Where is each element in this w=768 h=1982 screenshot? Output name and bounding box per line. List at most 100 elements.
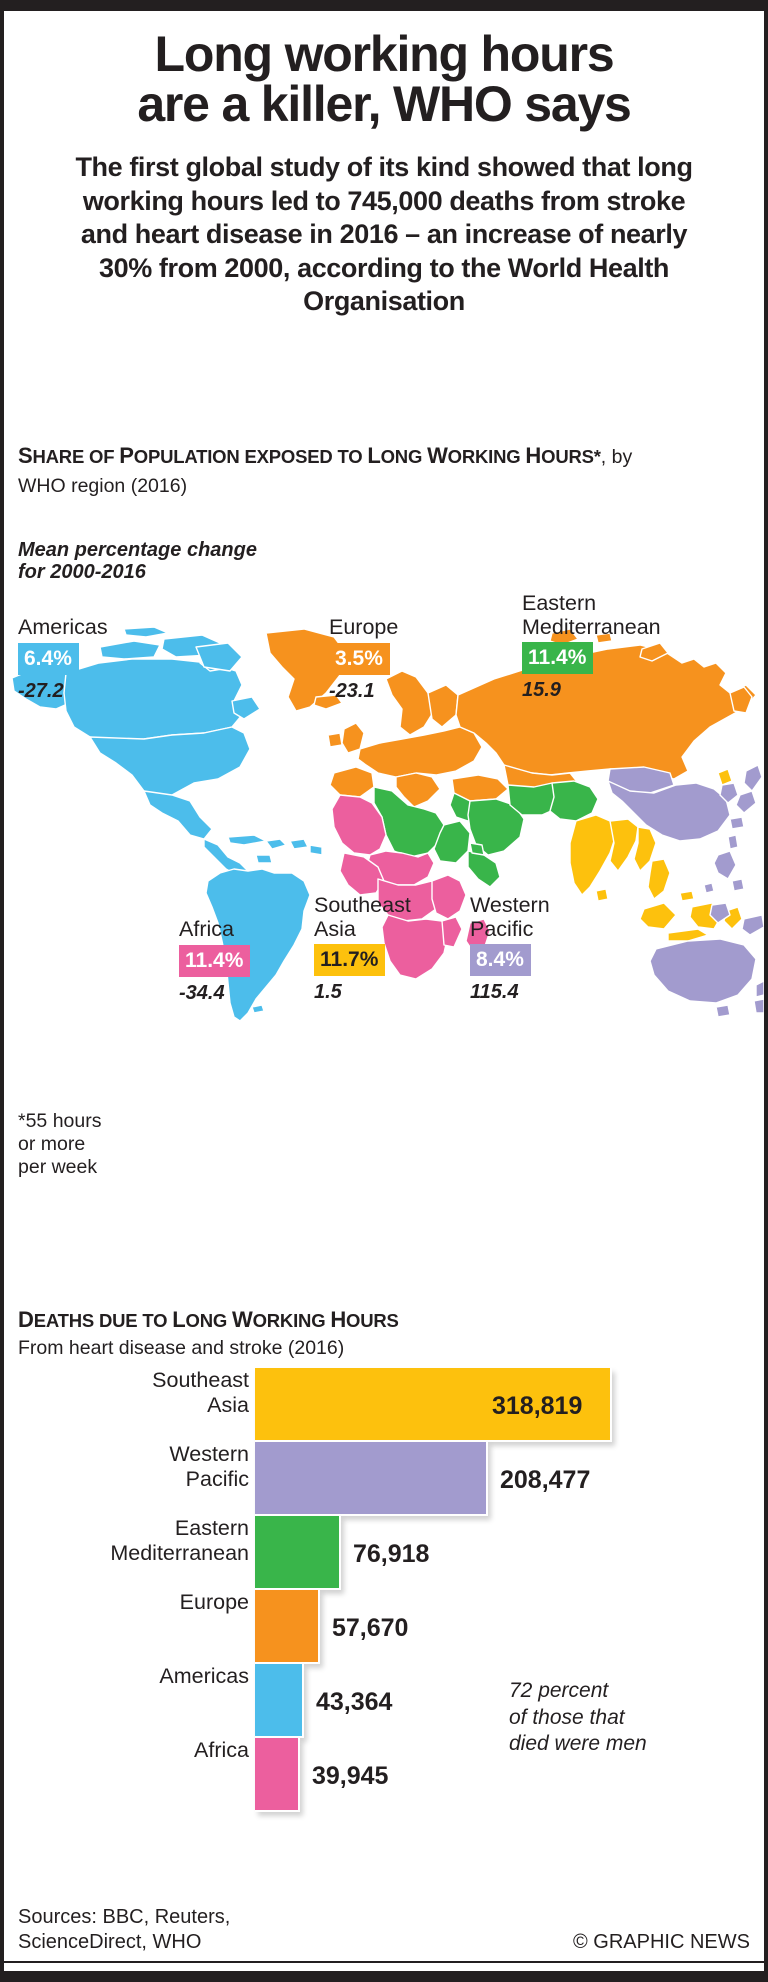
title-cap-p: P — [119, 443, 134, 468]
region-card-africa: Africa 11.4% -34.4 — [179, 917, 251, 1004]
region-card-eastern-mediterranean: Eastern Mediterranean 11.4% 15.9 — [522, 591, 661, 701]
bar-title-cap-l: L — [172, 1307, 186, 1332]
bar-label-southeast-asia: Southeast Asia — [152, 1368, 249, 1417]
headline-line-1: Long working hours — [154, 26, 615, 82]
bar-value-eastern-mediterranean: 76,918 — [353, 1540, 430, 1568]
bar-chart-rows: Southeast Asia 318,819 Western Pacific 208,… — [4, 1368, 764, 1812]
bar-wrap-western-pacific — [255, 1442, 488, 1516]
title-rest-3: ONG — [380, 446, 428, 467]
frame-left-border — [0, 0, 4, 1982]
bar-value-americas: 43,364 — [316, 1688, 393, 1716]
title-rest-2: OPULATION EXPOSED TO — [133, 446, 368, 467]
frame-right-border — [764, 0, 768, 1982]
map-region-americas — [11, 626, 323, 1022]
bar-title-cap-h: H — [330, 1307, 347, 1332]
bar-label-western-pacific: Western Pacific — [169, 1442, 249, 1491]
map-region-europe — [265, 628, 757, 808]
bar-americas — [255, 1664, 304, 1738]
region-card-southeast-asia: Southeast Asia 11.7% 1.5 — [314, 893, 411, 1003]
region-card-europe: Europe 3.5% -23.1 — [329, 615, 399, 702]
title-rest-4: ORKING — [447, 446, 526, 467]
bar-label-europe: Europe — [179, 1590, 249, 1614]
bar-row-americas: Americas 43,364 — [4, 1664, 764, 1738]
region-badge-southeast-asia: 11.7% — [314, 944, 386, 976]
standfirst: The first global study of its kind showe… — [75, 152, 693, 316]
title-cap-h: H — [525, 443, 542, 468]
bar-wrap-southeast-asia — [255, 1368, 612, 1442]
men-percentage-note: 72 percent of those that died were men — [509, 1679, 647, 1755]
region-name-eastern-mediterranean: Eastern Mediterranean — [522, 591, 661, 639]
bar-row-southeast-asia: Southeast Asia 318,819 — [4, 1368, 764, 1442]
hours-footnote: *55 hours or more per week — [18, 1110, 102, 1178]
world-map — [4, 623, 765, 1023]
map-region-western-pacific — [607, 764, 765, 1018]
bar-label-africa: Africa — [194, 1738, 249, 1762]
bar-chart-section: DEATHS DUE TO LONG WORKING HOURS From he… — [4, 1306, 764, 1812]
region-card-americas: Americas 6.4% -27.2 — [18, 615, 108, 702]
bar-wrap-americas — [255, 1664, 304, 1738]
credit-text: © GRAPHIC NEWS — [573, 1931, 750, 1953]
region-badge-eastern-mediterranean: 11.4% — [522, 642, 594, 674]
map-section: SHARE OF POPULATION EXPOSED TO LONG WORK… — [4, 443, 765, 1298]
region-name-europe: Europe — [329, 615, 399, 639]
headline-line-2: are a killer, WHO says — [137, 76, 632, 132]
region-badge-europe: 3.5% — [329, 642, 390, 675]
mean-percentage-note: Mean percentage change for 2000-2016 — [18, 539, 257, 583]
bar-title-rest-2: ONG — [185, 1310, 232, 1331]
frame-bottom-border — [0, 1971, 768, 1982]
region-name-western-pacific: Western Pacific — [470, 893, 550, 941]
region-badge-western-pacific: 8.4% — [470, 944, 531, 976]
bar-row-africa: Africa 39,945 — [4, 1738, 764, 1812]
title-cap-l: L — [367, 443, 381, 468]
region-delta-americas: -27.2 — [18, 679, 64, 702]
footer-rule — [4, 1961, 764, 1963]
region-delta-europe: -23.1 — [329, 679, 375, 702]
bar-title-cap-d: D — [18, 1307, 34, 1332]
bar-section-subtitle: From heart disease and stroke (2016) — [18, 1337, 345, 1359]
map-region-southeast-asia — [569, 768, 743, 942]
bar-value-europe: 57,670 — [332, 1614, 409, 1642]
frame-top-border — [0, 0, 768, 11]
region-card-western-pacific: Western Pacific 8.4% 115.4 — [470, 893, 550, 1003]
region-name-americas: Americas — [18, 615, 108, 639]
title-rest-1: HARE OF — [32, 446, 120, 467]
bar-wrap-eastern-mediterranean — [255, 1516, 341, 1590]
bar-value-western-pacific: 208,477 — [500, 1466, 591, 1494]
bar-value-southeast-asia: 318,819 — [492, 1392, 583, 1420]
map-region-africa — [331, 794, 491, 980]
region-badge-africa: 11.4% — [179, 944, 251, 977]
bar-row-western-pacific: Western Pacific 208,477 — [4, 1442, 764, 1516]
region-name-southeast-asia: Southeast Asia — [314, 893, 411, 941]
bar-eastern-mediterranean — [255, 1516, 341, 1590]
bar-wrap-europe — [255, 1590, 320, 1664]
bar-title-rest-1: EATHS DUE TO — [33, 1310, 173, 1331]
region-delta-africa: -34.4 — [179, 981, 225, 1004]
region-delta-eastern-mediterranean: 15.9 — [522, 679, 561, 701]
title-rest-5: OURS* — [541, 446, 601, 467]
title-cap-s: S — [18, 443, 33, 468]
bar-title-rest-3: ORKING — [252, 1310, 331, 1331]
bar-europe — [255, 1590, 320, 1664]
footer: Sources: BBC, Reuters, ScienceDirect, WH… — [4, 1905, 764, 1963]
bar-row-eastern-mediterranean: Eastern Mediterranean 76,918 — [4, 1516, 764, 1590]
bar-western-pacific — [255, 1442, 488, 1516]
region-badge-americas: 6.4% — [18, 642, 79, 675]
bar-section-title: DEATHS DUE TO LONG WORKING HOURS — [4, 1306, 764, 1334]
sources-text: Sources: BBC, Reuters, ScienceDirect, WH… — [18, 1906, 231, 1953]
region-delta-southeast-asia: 1.5 — [314, 981, 342, 1003]
bar-title-cap-w: W — [232, 1307, 253, 1332]
world-map-svg — [11, 626, 765, 1022]
bar-southeast-asia — [255, 1368, 612, 1442]
title-normal-tail: , by WHO region (2016) — [18, 446, 633, 497]
map-section-title: SHARE OF POPULATION EXPOSED TO LONG WORK… — [18, 442, 658, 500]
bar-wrap-africa — [255, 1738, 300, 1812]
bar-title-rest-4: OURS — [346, 1310, 399, 1331]
bar-label-americas: Americas — [159, 1664, 249, 1688]
region-name-africa: Africa — [179, 917, 234, 941]
bar-africa — [255, 1738, 300, 1812]
title-cap-w: W — [427, 443, 448, 468]
bar-value-africa: 39,945 — [312, 1762, 389, 1790]
map-region-eastern-mediterranean — [373, 780, 599, 888]
headline: Long working hours are a killer, WHO say… — [4, 11, 764, 129]
